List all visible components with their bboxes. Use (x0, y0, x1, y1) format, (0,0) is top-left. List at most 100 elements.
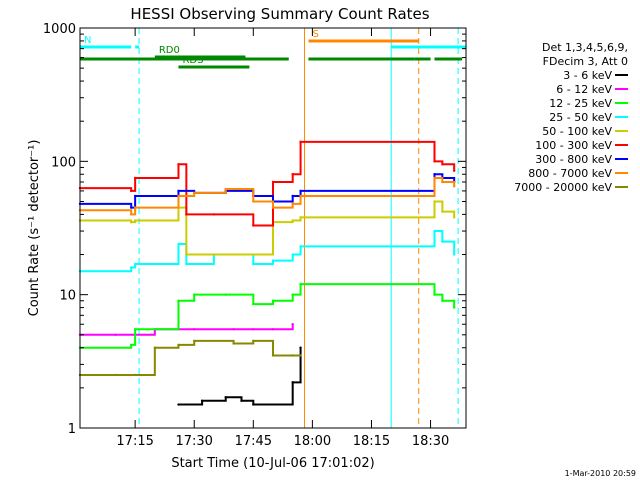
y-tick-label-4: 1000 (43, 22, 76, 37)
series-9-point-6 (193, 339, 196, 343)
series-line-9 (80, 339, 301, 376)
series-3-point-10 (299, 282, 302, 286)
x-tick-label-6: 18:30 (412, 434, 449, 449)
series-3-point-9 (291, 293, 294, 296)
series-3-point-11 (433, 293, 436, 296)
series-3-point-6 (224, 293, 227, 296)
series-5-point-9 (291, 219, 294, 222)
series-5-point-13 (452, 216, 456, 219)
series-3-point-7 (252, 302, 255, 306)
series-8-point-10 (299, 194, 302, 198)
plot-frame (79, 27, 467, 429)
series-8-point-6 (224, 187, 227, 191)
series-8-point-13 (452, 185, 456, 188)
series-8-point-12 (441, 180, 444, 184)
y-tick-label-2: 10 (59, 289, 76, 304)
series-5-point-12 (441, 210, 444, 213)
series-3-point-4 (177, 299, 180, 302)
legend-header-line-2: FDecim 3, Att 0 (543, 55, 628, 68)
series-5-point-6 (212, 253, 216, 256)
legend-entry-2: 6 - 12 keV (556, 83, 612, 96)
series-4-point-9 (291, 253, 294, 256)
series-5-point-10 (299, 216, 302, 219)
series-8-point-5 (193, 191, 196, 195)
series-9-point-4 (153, 346, 157, 349)
series-2-point-7 (232, 328, 235, 331)
series-line-3 (80, 283, 456, 349)
flag-label-5: RD0 (159, 45, 180, 56)
series-6-point-9 (291, 173, 294, 176)
legend-entry-3: 12 - 25 keV (549, 97, 612, 110)
series-8-point-11 (433, 176, 436, 180)
series-6-point-10 (299, 140, 302, 144)
series-3-point-13 (452, 306, 456, 309)
legend-entry-6: 100 - 300 keV (535, 139, 612, 152)
series-8-point-2 (130, 213, 133, 216)
series-6-point-13 (452, 169, 456, 172)
x-tick-label-1: 17:15 (116, 434, 153, 449)
series-8-point-3 (133, 206, 137, 209)
series-6-point-7 (252, 224, 255, 227)
x-axis-label: Start Time (10-Jul-06 17:01:02) (171, 456, 374, 471)
series-7-point-10 (299, 189, 302, 193)
series-line-6 (80, 140, 456, 227)
series-5-point-11 (433, 200, 436, 203)
series-7-point-2 (130, 206, 133, 209)
series-7-point-3 (133, 194, 137, 198)
series-6-point-5 (185, 213, 188, 216)
series-1-point-2 (200, 399, 204, 402)
legend-entry-9: 7000 - 20000 keV (514, 181, 612, 194)
series-5-point-7 (252, 253, 255, 256)
legend-entry-7: 300 - 800 keV (535, 153, 612, 166)
series-9-point-8 (252, 339, 255, 343)
series-1-point-5 (252, 403, 255, 406)
series-5-point-2 (130, 220, 133, 224)
chart-title: HESSI Observing Summary Count Rates (130, 5, 429, 23)
series-9-point-9 (271, 354, 275, 357)
y-axis-label: Count Rate (s⁻¹ detector⁻¹) (27, 140, 42, 317)
series-4-point-4 (177, 242, 180, 246)
series-9-point-10 (291, 354, 294, 357)
series-6-point-12 (441, 163, 444, 166)
flag-label-1: N (84, 35, 91, 46)
legend-header-line-1: Det 1,3,4,5,6,9, (542, 41, 628, 54)
series-6-point-8 (271, 180, 275, 184)
series-8-point-4 (177, 194, 180, 198)
series-1-point-3 (224, 396, 227, 399)
legend-entry-4: 25 - 50 keV (549, 111, 612, 124)
series-8-point-8 (271, 206, 275, 209)
y-tick-label-1: 1 (68, 422, 76, 437)
series-4-point-7 (252, 262, 255, 266)
series-1-point-7 (299, 346, 302, 349)
series-3-point-2 (130, 343, 133, 347)
series-9-point-11 (299, 354, 302, 357)
y-tick-label-3: 100 (51, 155, 76, 170)
series-2-point-6 (193, 328, 196, 331)
series-9-point-5 (177, 343, 180, 347)
series-7-point-9 (291, 194, 294, 198)
flag-label-4: RDS (182, 55, 203, 66)
series-3-point-8 (271, 299, 275, 302)
legend-entry-1: 3 - 6 keV (563, 69, 612, 82)
x-tick-label-3: 17:45 (235, 434, 272, 449)
axes: 17:15 17:30 17:45 18:00 18:15 18:30 1 10 100 1000 (43, 22, 466, 449)
footer-timestamp: 1-Mar-2010 20:59 (565, 469, 636, 478)
series-4-point-2 (130, 266, 133, 269)
series-7-point-11 (433, 173, 436, 176)
series-8-point-9 (291, 202, 294, 206)
series-5-point-5 (185, 253, 188, 256)
series-5-point-3 (133, 219, 137, 222)
series-6-point-6 (212, 213, 216, 216)
series-4-point-5 (185, 262, 188, 266)
series-4-point-10 (299, 245, 302, 248)
series-4-point-3 (133, 262, 137, 266)
series-4-point-11 (433, 229, 436, 233)
x-tick-label-4: 18:00 (294, 434, 331, 449)
legend-entry-5: 50 - 100 keV (542, 125, 612, 138)
x-tick-label-5: 18:15 (353, 434, 390, 449)
series-6-point-11 (433, 160, 436, 163)
series-2-point-9 (271, 328, 275, 331)
x-tick-label-2: 17:30 (175, 434, 212, 449)
